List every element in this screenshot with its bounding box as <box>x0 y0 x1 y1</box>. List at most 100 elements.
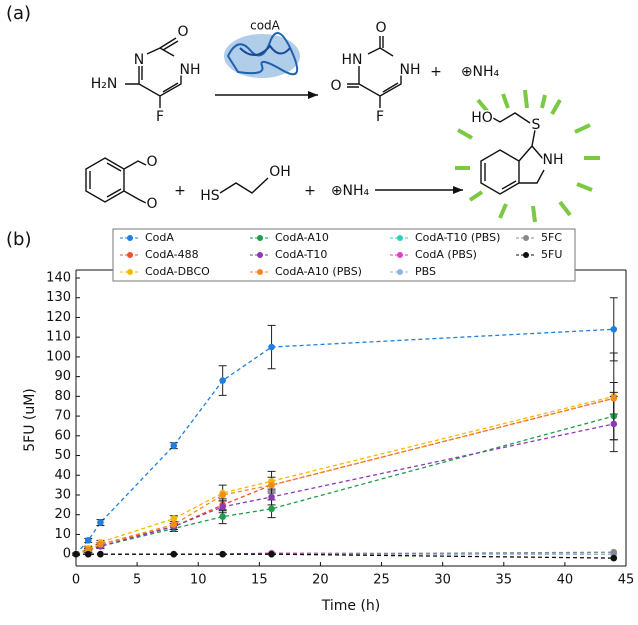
data-point <box>170 521 178 528</box>
legend-label: CodA-A10 <box>275 231 329 244</box>
scheme-label: S <box>532 117 541 133</box>
scheme-label: H₂N <box>91 76 118 92</box>
x-tick-label: 10 <box>190 573 207 588</box>
data-point <box>84 550 92 558</box>
x-tick-label: 45 <box>618 573 635 588</box>
scheme-label: F <box>156 109 164 125</box>
scheme-label: O <box>177 24 188 40</box>
molecule-mercaptoethanol <box>219 177 269 194</box>
molecule-phthalaldehyde <box>85 157 147 204</box>
scheme-label: HS <box>200 188 220 204</box>
y-tick-label: 120 <box>46 310 71 325</box>
y-tick-label: 40 <box>54 468 71 483</box>
enzyme-structure <box>224 32 300 78</box>
y-tick-label: 70 <box>54 409 71 424</box>
scheme-label: O <box>330 78 341 94</box>
scheme-label: F <box>376 109 384 125</box>
legend-label: CodA-T10 <box>275 248 327 261</box>
data-point <box>170 550 178 558</box>
data-point <box>268 481 275 489</box>
legend-label: 5FU <box>541 248 562 261</box>
data-point <box>72 550 80 558</box>
molecule-5fc <box>125 37 182 108</box>
y-tick-label: 20 <box>54 507 71 522</box>
legend-box <box>112 228 576 282</box>
y-tick-label: 110 <box>46 330 71 345</box>
molecule-5fu <box>347 36 402 108</box>
legend-marker <box>257 252 263 258</box>
legend-marker <box>127 252 133 258</box>
scheme-label: NH <box>180 62 201 78</box>
scheme-label: ⊕NH₄ <box>331 183 370 199</box>
data-point <box>84 537 92 544</box>
scheme-label: + <box>304 183 316 199</box>
scheme-label: HO <box>471 110 493 126</box>
legend-marker <box>257 235 263 241</box>
fluorescence-burst <box>455 89 600 223</box>
scheme-label: O <box>146 196 157 212</box>
data-point <box>219 503 226 511</box>
scheme-label: codA <box>250 19 281 33</box>
x-tick-label: 0 <box>72 573 80 588</box>
y-tick-label: 0 <box>63 547 71 562</box>
legend-label: PBS <box>415 265 436 278</box>
y-tick-label: 30 <box>54 487 71 502</box>
arrowhead <box>453 186 463 194</box>
legend-marker <box>397 235 403 241</box>
y-tick-label: 10 <box>54 527 71 542</box>
data-point <box>268 343 275 351</box>
y-tick-label: 60 <box>54 428 71 443</box>
data-point <box>610 325 618 333</box>
legend-label: CodA-488 <box>145 248 199 261</box>
data-point <box>610 395 618 402</box>
molecule-isoindole <box>480 112 545 195</box>
x-tick-label: 5 <box>133 573 141 588</box>
panel-label: (b) <box>6 229 31 250</box>
y-tick-label: 130 <box>46 290 71 305</box>
scheme-label: ⊕NH₄ <box>461 64 500 80</box>
data-point <box>610 554 618 562</box>
legend-label: CodA-T10 (PBS) <box>415 231 500 244</box>
data-point <box>219 491 226 499</box>
x-axis-label: Time (h) <box>321 598 381 614</box>
x-tick-label: 35 <box>496 573 513 588</box>
scheme-label: + <box>174 183 186 199</box>
scheme-label: + <box>430 64 442 80</box>
legend-marker <box>523 235 529 241</box>
data-point <box>219 377 226 384</box>
data-point <box>219 513 226 520</box>
legend-marker <box>127 235 133 241</box>
y-tick-label: 50 <box>54 448 71 463</box>
scheme-label: O <box>146 154 157 170</box>
y-tick-label: 90 <box>54 369 71 384</box>
legend-label: CodA <box>145 231 174 244</box>
data-point <box>610 548 618 556</box>
x-tick-label: 15 <box>251 573 268 588</box>
y-axis-label: 5FU (uM) <box>22 388 38 452</box>
legend-marker <box>397 252 403 258</box>
legend-marker <box>523 252 529 258</box>
series-line <box>75 415 614 555</box>
panel-label: (a) <box>6 3 31 24</box>
x-tick-label: 20 <box>312 573 329 588</box>
y-tick-label: 80 <box>54 389 71 404</box>
y-tick-label: 140 <box>46 271 71 286</box>
arrowhead <box>308 91 318 99</box>
scheme-label: NH <box>400 62 421 78</box>
legend-marker <box>397 269 403 275</box>
scheme-label: OH <box>269 164 291 180</box>
legend-marker <box>257 269 263 275</box>
scheme-label: NH <box>543 152 564 168</box>
data-point <box>97 550 104 558</box>
data-point <box>268 505 275 513</box>
scheme-label: HN <box>342 52 363 68</box>
legend-label: CodA (PBS) <box>415 248 477 261</box>
data-point <box>268 493 275 501</box>
data-point <box>97 541 104 548</box>
x-tick-label: 25 <box>373 573 390 588</box>
y-tick-label: 100 <box>46 349 71 364</box>
data-point <box>268 550 275 558</box>
x-tick-label: 40 <box>557 573 574 588</box>
data-point <box>219 550 226 558</box>
